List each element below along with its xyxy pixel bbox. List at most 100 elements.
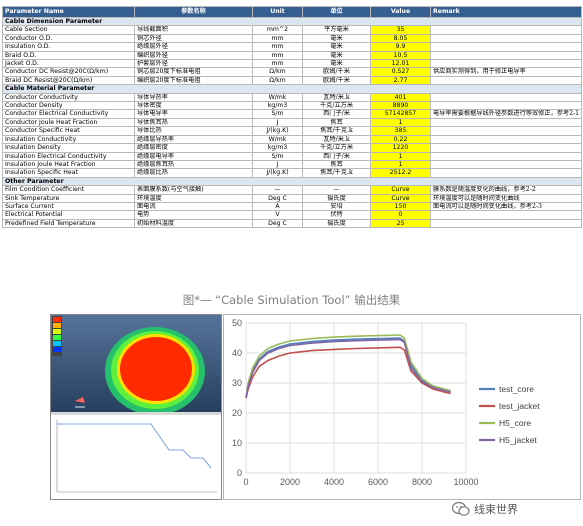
param-cn-cell: 初始材料温度 (134, 218, 253, 229)
unit-cell: J (252, 117, 303, 128)
table-row: Insulation Density 绝缘层密度 kg/m3 千克/立方米 1220 (2, 143, 582, 153)
unit-cn-cell: 焦耳/千克.k (302, 126, 371, 136)
param-cn-cell: 导体密度 (134, 101, 253, 111)
column-header: 单位 (302, 6, 371, 18)
series-line-H5_jacket (245, 338, 451, 399)
param-name-cell: Insulation Specific Heat (2, 168, 135, 178)
section-row: Cable Dimension Parameter (2, 16, 582, 27)
table-row: Jacket O.D. 护套层外径 mm 毫米 12.01 (2, 59, 582, 69)
unit-cn-cell: 欧姆/千米 (302, 75, 371, 86)
param-cn-cell: 编织层20度下标准电阻 (134, 75, 253, 86)
value-cell: 35 (370, 25, 431, 35)
param-cn-cell: 电势 (134, 210, 253, 220)
remark-cell (430, 168, 582, 178)
remark-cell: 面电流可以是随时间变化曲线，参考2-3 (430, 201, 582, 212)
remark-cell: 膜系数是随温度变化的曲线，参考2-2 (430, 185, 582, 195)
table-row: Surface Current 面电流 A 安培 150 面电流可以是随时间变化曲线，参考… (2, 201, 582, 212)
value-cell: 1 (370, 117, 431, 128)
watermark-text: 线束世界 (474, 503, 518, 516)
param-name-cell: Predefined Field Temperature (2, 218, 135, 229)
table-row: Insulation Conductivity 绝缘层导热率 W/mk 瓦特/米.k 0… (2, 134, 582, 145)
param-cn-cell: 绝缘层外径 (134, 42, 253, 52)
unit-cn-cell: 焦耳/千克.k (302, 168, 371, 178)
unit-cn-cell: 西门子/米 (302, 109, 371, 119)
unit-cell: V (252, 210, 303, 220)
section-row: Cable Material Parameter (2, 84, 582, 94)
watermark: 线束世界 (452, 498, 518, 520)
table-row: Braid O.D. 编织层外径 mm 毫米 10.5 (2, 50, 582, 61)
remark-cell (430, 117, 582, 128)
simulation-screenshot (50, 314, 222, 500)
param-cn-cell: 表面膜系数(与空气接触) (134, 185, 253, 195)
param-cn-cell: 导体导热率 (134, 92, 253, 103)
x-tick-label: 2000 (280, 477, 300, 487)
unit-cell: S/m (252, 151, 303, 161)
legend-label: H5_core (499, 418, 531, 428)
table-row: Film Condition Coefficient 表面膜系数(与空气接触) — —… (2, 185, 582, 195)
legend-label: test_core (499, 384, 534, 394)
table-body: Cable Dimension Parameter Cable Section 导线… (2, 16, 582, 229)
remark-cell (430, 42, 582, 52)
simulation-curve-plot (51, 412, 221, 499)
value-cell: 150 (370, 201, 431, 212)
value-cell: 401 (370, 92, 431, 103)
unit-cell: Ω/km (252, 75, 303, 86)
remark-cell (430, 92, 582, 103)
table-row: Insulation Electrical Conductivity 绝缘层电导率… (2, 151, 582, 161)
unit-cn-cell: 平方毫米 (302, 25, 371, 35)
unit-cell: J (252, 159, 303, 170)
value-cell: 10.5 (370, 50, 431, 61)
unit-cn-cell: 欧姆/千米 (302, 67, 371, 77)
param-cn-cell: 编织层外径 (134, 50, 253, 61)
unit-cn-cell: 毫米 (302, 42, 371, 52)
value-cell: 8.05 (370, 33, 431, 44)
unit-cn-cell: 摄氏度 (302, 218, 371, 229)
param-cn-cell: 环境温度 (134, 193, 253, 203)
section-row: Other Parameter (2, 176, 582, 187)
column-header: Remark (430, 6, 582, 18)
table-row: Insulation Joule Heat Fraction 绝缘层焦耳热 J 焦耳 1 (2, 159, 582, 170)
param-name-cell: Surface Current (2, 201, 135, 212)
param-cn-cell: 绝缘层导热率 (134, 134, 253, 145)
series-line-test_core (245, 337, 451, 399)
param-name-cell: Sink Temperature (2, 193, 135, 203)
unit-cn-cell: 瓦特/米.k (302, 92, 371, 103)
param-name-cell: Braid DC Resist@20C(Ω/km) (2, 75, 135, 86)
unit-cell: mm^2 (252, 25, 303, 35)
value-cell: 1220 (370, 143, 431, 153)
param-name-cell: Electrical Potential (2, 210, 135, 220)
value-cell: 0 (370, 210, 431, 220)
table-row: Sink Temperature 环境温度 Deg C 摄氏度 Curve 环境温度可以是… (2, 193, 582, 203)
unit-cn-cell: 西门子/米 (302, 151, 371, 161)
value-cell: 0.22 (370, 134, 431, 145)
param-name-cell: Conductor Joule Heat Fraction (2, 117, 135, 128)
x-tick-label: 10000 (453, 477, 478, 487)
x-tick-label: 8000 (412, 477, 432, 487)
figure-caption: 图*— “Cable Simulation Tool” 输出结果 (182, 293, 401, 307)
table-row: Conductor DC Resist@20C(Ω/km) 铜芯层20度下标准电阻… (2, 67, 582, 77)
legend-label: test_jacket (499, 401, 540, 411)
y-tick-label: 10 (232, 438, 242, 448)
param-name-cell: Conductor O.D. (2, 33, 135, 44)
chart-svg: 0 10 20 30 40 50 0 2000 4000 6000 8000 10000 test_co… (232, 318, 540, 487)
value-cell: 1 (370, 159, 431, 170)
unit-cn-cell: — (302, 185, 371, 195)
remark-cell (430, 134, 582, 145)
remark-cell (430, 210, 582, 220)
x-tick-label: 4000 (324, 477, 344, 487)
series-line-test_jacket (245, 346, 451, 399)
param-cn-cell: 绝缘层密度 (134, 143, 253, 153)
remark-cell (430, 50, 582, 61)
unit-cell: kg/m3 (252, 101, 303, 111)
column-header: Unit (252, 6, 303, 18)
value-cell: 8890 (370, 101, 431, 111)
param-name-cell: Conductor Specific Heat (2, 126, 135, 136)
param-cn-cell: 面电流 (134, 201, 253, 212)
remark-cell (430, 159, 582, 170)
temperature-chart: 0 10 20 30 40 50 0 2000 4000 6000 8000 10000 test_co… (223, 314, 581, 500)
section-title: Cable Dimension Parameter (2, 16, 582, 27)
remark-cell (430, 33, 582, 44)
unit-cell: mm (252, 59, 303, 69)
param-cn-cell: 护套层外径 (134, 59, 253, 69)
table-row: Conductor Specific Heat 导体比热 J/(kg.K) 焦耳/千克… (2, 126, 582, 136)
